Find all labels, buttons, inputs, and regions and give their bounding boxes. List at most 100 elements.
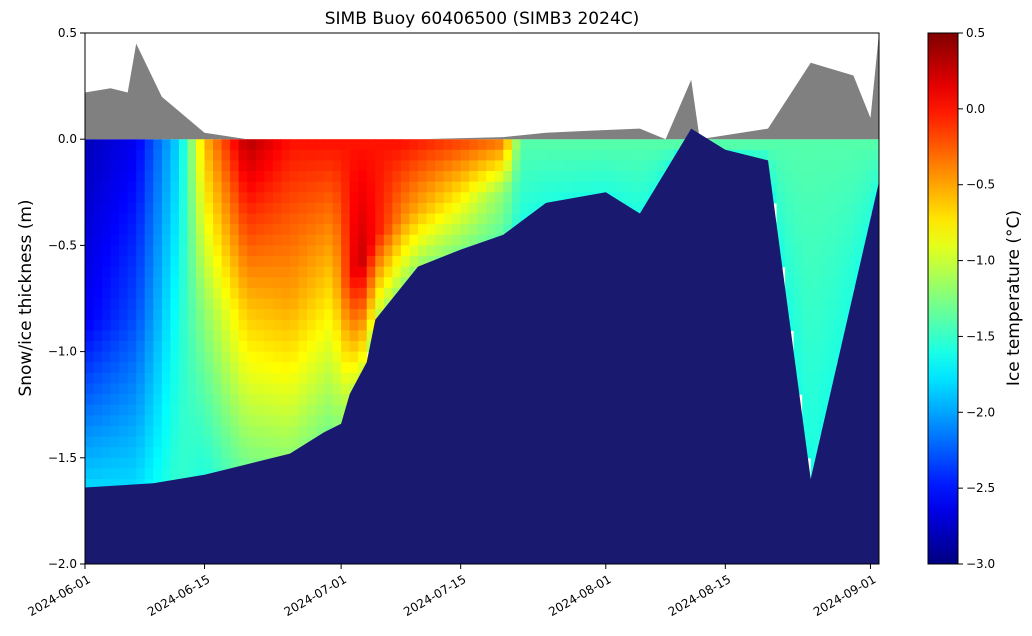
heatmap-cell (836, 213, 846, 225)
heatmap-cell (341, 213, 351, 225)
heatmap-cell (264, 256, 274, 268)
heatmap-cell (195, 139, 206, 151)
heatmap-cell (272, 181, 282, 193)
heatmap-cell (844, 277, 854, 289)
heatmap-cell (136, 277, 146, 289)
heatmap-cell (144, 149, 154, 162)
heatmap-cell (827, 362, 837, 374)
heatmap-cell (127, 319, 137, 331)
heatmap-cell (324, 224, 334, 236)
heatmap-cell (819, 330, 829, 342)
heatmap-cell (298, 245, 308, 257)
heatmap-cell (170, 447, 180, 459)
heatmap-cell (213, 149, 223, 162)
heatmap-cell (127, 192, 137, 204)
heatmap-cell (349, 202, 359, 215)
heatmap-cell (819, 192, 829, 204)
heatmap-cell (272, 351, 282, 363)
heatmap-cell (383, 192, 393, 204)
heatmap-cell (443, 181, 453, 193)
y-tick-label: 0.5 (58, 26, 77, 40)
heatmap-cell (272, 415, 282, 427)
heatmap-cell (631, 139, 641, 151)
heatmap-cell (750, 139, 761, 151)
heatmap-cell (93, 245, 103, 257)
heatmap-cell (221, 351, 231, 363)
heatmap-cell (580, 171, 590, 183)
heatmap-cell (306, 160, 317, 172)
heatmap-cell (366, 234, 376, 246)
heatmap-cell (349, 330, 359, 342)
heatmap-cell (136, 256, 146, 268)
heatmap-cell (810, 213, 820, 225)
heatmap-cell (230, 425, 240, 438)
heatmap-cell (605, 181, 615, 193)
heatmap-cell (161, 362, 171, 374)
heatmap-cell (170, 425, 180, 438)
heatmap-cell (443, 234, 453, 246)
heatmap-cell (153, 234, 163, 246)
colorbar-tick-label: −3.0 (966, 557, 995, 571)
heatmap-cell (785, 213, 795, 225)
heatmap-cell (537, 149, 547, 162)
heatmap-cell (102, 181, 112, 193)
heatmap-cell (631, 192, 641, 204)
heatmap-cell (255, 181, 265, 193)
heatmap-cell (153, 415, 163, 427)
heatmap-cell (238, 351, 248, 363)
heatmap-cell (358, 202, 368, 215)
heatmap-cell (178, 256, 189, 268)
heatmap-cell (144, 425, 154, 438)
heatmap-cell (281, 139, 291, 151)
heatmap-cell (110, 245, 120, 257)
heatmap-cell (144, 213, 154, 225)
heatmap-cell (230, 394, 240, 406)
heatmap-cell (255, 171, 265, 183)
heatmap-cell (759, 149, 769, 162)
heatmap-cell (452, 149, 462, 162)
heatmap-cell (392, 277, 402, 289)
heatmap-cell (375, 287, 385, 300)
heatmap-cell (93, 447, 103, 459)
heatmap-cell (153, 192, 163, 204)
heatmap-cell (469, 139, 479, 151)
heatmap-cell (110, 330, 120, 342)
heatmap-cell (204, 149, 214, 162)
heatmap-cell (144, 330, 154, 342)
heatmap-cell (161, 298, 171, 310)
heatmap-cell (110, 404, 120, 416)
heatmap-cell (272, 192, 282, 204)
heatmap-cell (861, 160, 872, 172)
heatmap-cell (136, 213, 146, 225)
heatmap-cell (281, 319, 291, 331)
heatmap-cell (409, 160, 419, 172)
heatmap-cell (204, 277, 214, 289)
heatmap-cell (306, 383, 317, 395)
heatmap-cell (306, 234, 317, 246)
heatmap-cell (358, 160, 368, 172)
heatmap-cell (119, 224, 129, 236)
heatmap-cell (119, 372, 129, 385)
heatmap-cell (810, 298, 820, 310)
heatmap-cell (110, 309, 120, 321)
heatmap-cell (639, 171, 650, 183)
heatmap-cell (810, 309, 820, 321)
y-tick-label: −1.0 (48, 345, 77, 359)
heatmap-cell (264, 224, 274, 236)
heatmap-cell (204, 330, 214, 342)
heatmap-cell (230, 309, 240, 321)
heatmap-cell (230, 277, 240, 289)
heatmap-cell (289, 383, 300, 395)
heatmap-cell (349, 181, 359, 193)
heatmap-cell (341, 287, 351, 300)
heatmap-cell (161, 340, 171, 353)
heatmap-cell (178, 213, 189, 225)
heatmap-cell (836, 277, 846, 289)
heatmap-cell (366, 256, 376, 268)
heatmap-cell (631, 202, 641, 215)
heatmap-cell (85, 372, 95, 385)
heatmap-cell (161, 224, 171, 236)
heatmap-cell (622, 192, 633, 204)
heatmap-cell (460, 171, 470, 183)
heatmap-cell (631, 181, 641, 193)
